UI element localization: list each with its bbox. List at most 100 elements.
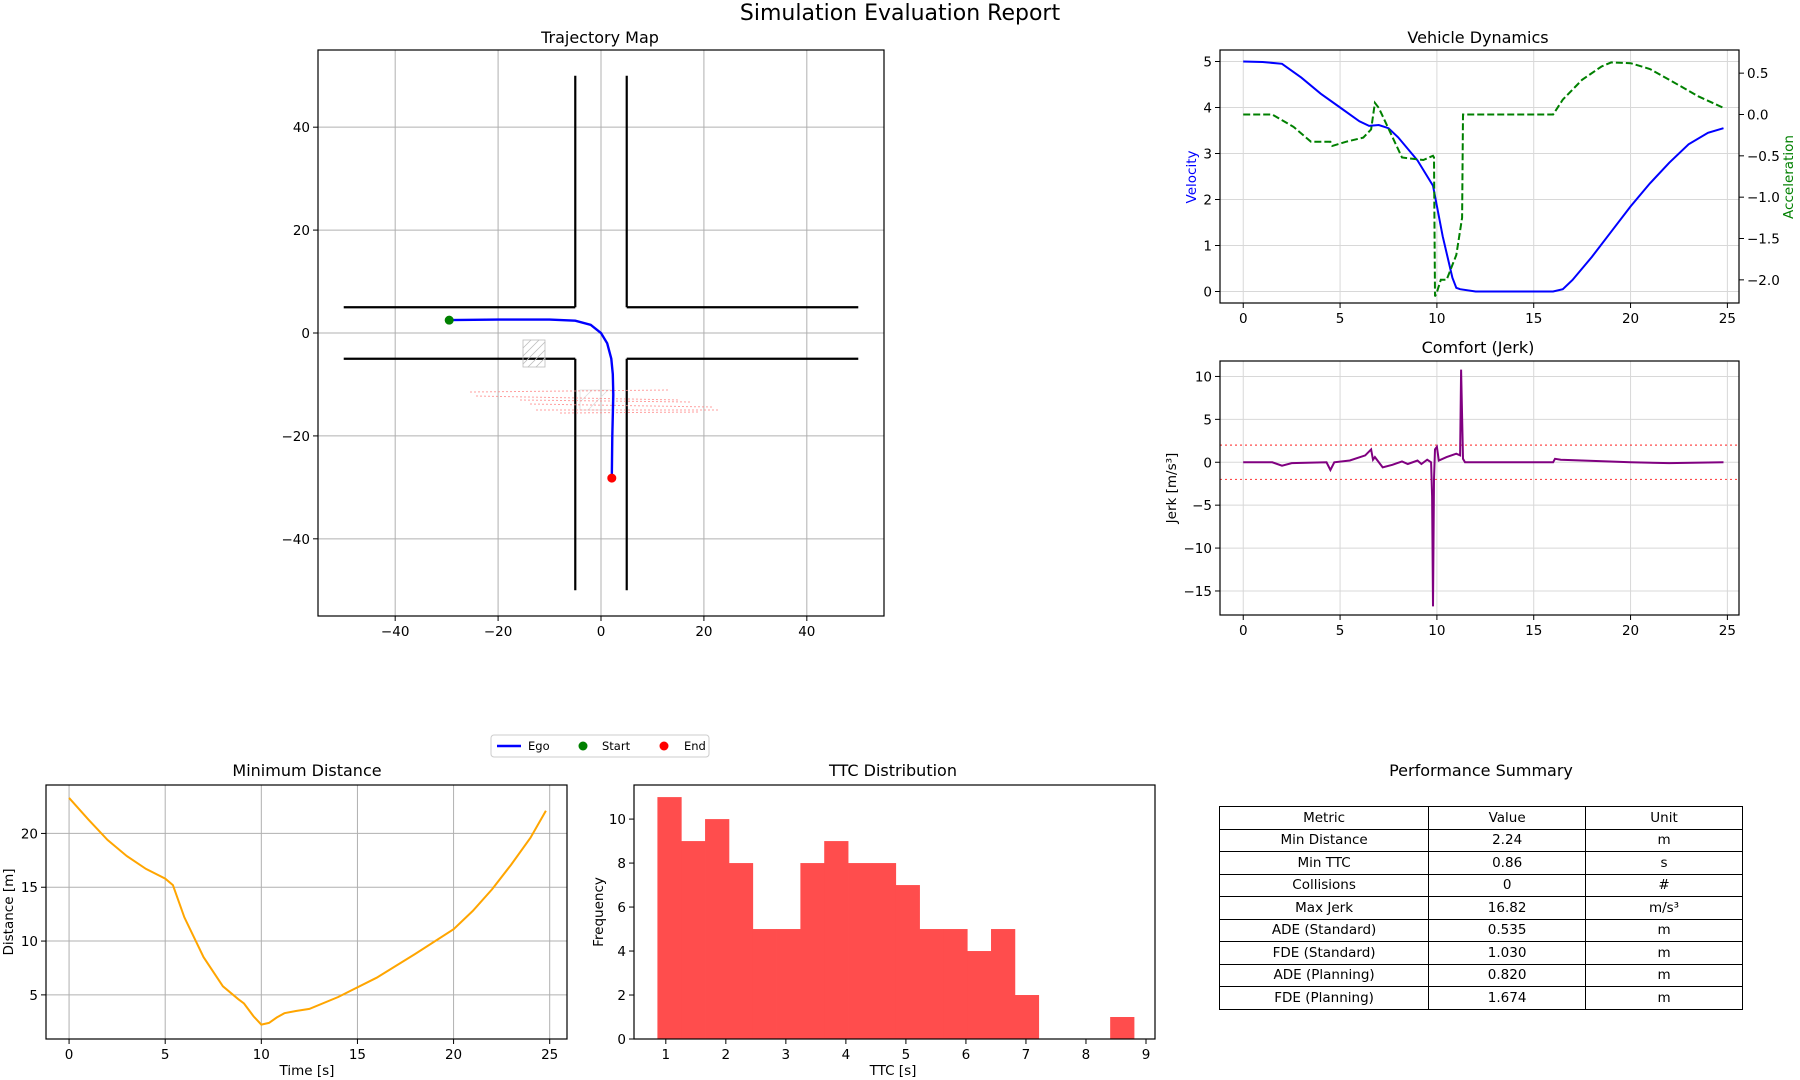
distance-x-label: Time [s] <box>279 1063 335 1079</box>
ttc-bar <box>967 951 992 1039</box>
ttc-histogram-bars <box>657 797 1135 1039</box>
ttc-x-tick-label: 8 <box>1082 1047 1091 1063</box>
end-marker <box>607 473 617 483</box>
trajectory-y-tick-label: 0 <box>301 326 310 342</box>
table-cell: m <box>1585 828 1743 852</box>
distance-y-tick-label: 5 <box>29 988 38 1004</box>
ttc-ticks: 1 2 3 4 5 6 7 8 9 0 2 4 6 8 10 <box>609 812 1150 1063</box>
table-cell: FDE (Standard) <box>1218 941 1430 965</box>
table-cell: m <box>1585 963 1743 987</box>
ttc-y-tick-label: 8 <box>617 856 626 872</box>
distance-line <box>68 797 547 1026</box>
jerk-y-tick-label: 10 <box>1195 369 1212 385</box>
ttc-bar <box>657 797 682 1039</box>
crosswalk-hatch <box>522 339 613 411</box>
jerk-x-tick-label: 20 <box>1622 623 1639 639</box>
distance-y-tick-label: 20 <box>21 826 38 842</box>
ttc-x-tick-label: 2 <box>722 1047 731 1063</box>
acceleration-y-tick-label: 0.5 <box>1747 66 1768 82</box>
table-cell: 1.030 <box>1428 941 1587 965</box>
jerk-y-tick-label: −10 <box>1184 541 1213 557</box>
vehicle-dynamics-ticks: 0 5 10 15 20 25 0 1 2 3 4 5 0.5 0.0 −0.5 −1.0 −1.5 −2.0 <box>1203 55 1779 328</box>
legend-ego-label: Ego <box>528 739 550 753</box>
table-row: ADE (Planning) 0.820 m <box>1218 963 1743 987</box>
trajectory-map-axes: Trajectory Map −40 −20 0 20 40 −40 −20 0 20 40 <box>282 28 885 640</box>
trajectory-grid <box>318 50 884 616</box>
distance-y-tick-label: 10 <box>21 934 38 950</box>
jerk-line <box>1243 369 1724 607</box>
legend-box <box>490 734 710 758</box>
vehicle-dynamics-x-tick-label: 5 <box>1336 311 1345 327</box>
ttc-x-tick-label: 7 <box>1022 1047 1031 1063</box>
distance-x-tick-label: 5 <box>161 1047 170 1063</box>
ttc-x-tick-label: 6 <box>962 1047 971 1063</box>
ttc-bar <box>776 929 801 1039</box>
table-row: Max Jerk 16.82 m/s³ <box>1218 896 1743 920</box>
jerk-grid <box>1220 361 1739 615</box>
table-cell: Collisions <box>1218 873 1430 897</box>
ttc-bar <box>1014 995 1040 1039</box>
minimum-distance-frame <box>45 784 568 1040</box>
velocity-y-tick-label: 2 <box>1203 193 1212 209</box>
distance-x-tick-label: 10 <box>253 1047 270 1063</box>
minimum-distance-title: Minimum Distance <box>232 761 381 780</box>
trajectory-x-tick-label: −40 <box>381 624 410 640</box>
table-header-unit: Unit <box>1585 806 1743 830</box>
ttc-bar <box>848 863 873 1039</box>
table-cell: 0.86 <box>1428 851 1587 875</box>
ttc-y-tick-label: 2 <box>617 988 626 1004</box>
jerk-y-tick-label: 0 <box>1203 455 1212 471</box>
table-header-metric: Metric <box>1218 806 1430 830</box>
legend-end-marker <box>659 741 669 751</box>
table-cell: m <box>1585 941 1743 965</box>
vehicle-dynamics-title: Vehicle Dynamics <box>1407 28 1548 47</box>
trajectory-ticks: −40 −20 0 20 40 −40 −20 0 20 40 <box>282 120 816 640</box>
table-cell: FDE (Planning) <box>1218 986 1430 1010</box>
acceleration-y-tick-label: −2.0 <box>1747 273 1780 289</box>
distance-x-tick-label: 0 <box>65 1047 74 1063</box>
velocity-y-tick-label: 3 <box>1203 147 1212 163</box>
comfort-jerk-title: Comfort (Jerk) <box>1422 338 1535 357</box>
trajectory-map-title: Trajectory Map <box>540 28 659 47</box>
other-agents-traces <box>469 389 718 414</box>
table-row: FDE (Planning) 1.674 m <box>1218 986 1743 1010</box>
trajectory-x-tick-label: 40 <box>798 624 815 640</box>
ttc-y-tick-label: 0 <box>617 1032 626 1048</box>
ttc-x-tick-label: 5 <box>902 1047 911 1063</box>
jerk-ticks: 0 5 10 15 20 25 10 5 0 −5 −10 −15 <box>1184 369 1736 639</box>
vehicle-dynamics-x-tick-label: 20 <box>1622 311 1639 327</box>
table-row: Min Distance 2.24 m <box>1218 828 1743 852</box>
table-row: Collisions 0 # <box>1218 873 1743 897</box>
jerk-x-tick-label: 25 <box>1719 623 1736 639</box>
ttc-y-tick-label: 10 <box>609 812 626 828</box>
table-cell: 0.535 <box>1428 918 1587 942</box>
ttc-y-tick-label: 4 <box>617 944 626 960</box>
performance-summary-table: Metric Value Unit Min Distance 2.24 m Min … <box>1218 806 1743 1010</box>
velocity-y-tick-label: 1 <box>1203 239 1212 255</box>
trajectory-y-tick-label: −40 <box>282 532 311 548</box>
table-cell: 0 <box>1428 873 1587 897</box>
velocity-axis-label: Velocity <box>1184 151 1200 204</box>
table-row: FDE (Standard) 1.030 m <box>1218 941 1743 965</box>
vehicle-dynamics-frame <box>1219 49 1740 304</box>
jerk-x-tick-label: 10 <box>1428 623 1445 639</box>
legend-start-marker <box>578 741 588 751</box>
table-cell: Max Jerk <box>1218 896 1430 920</box>
vehicle-dynamics-x-tick-label: 15 <box>1525 311 1542 327</box>
table-cell: m/s³ <box>1585 896 1743 920</box>
acceleration-y-tick-label: 0.0 <box>1747 107 1768 123</box>
table-cell: 16.82 <box>1428 896 1587 920</box>
table-cell: # <box>1585 873 1743 897</box>
ttc-bar <box>752 929 777 1039</box>
trajectory-x-tick-label: −20 <box>484 624 513 640</box>
ttc-bar <box>943 929 968 1039</box>
acceleration-line <box>1243 61 1724 297</box>
ttc-distribution-axes: TTC Distribution 1 2 3 4 5 6 7 8 9 0 2 4 6 8 10 TTC [s… <box>591 761 1156 1079</box>
ttc-bar <box>800 863 825 1039</box>
ttc-bar <box>991 929 1016 1039</box>
ttc-x-tick-label: 1 <box>662 1047 671 1063</box>
vehicle-dynamics-x-tick-label: 25 <box>1719 311 1736 327</box>
acceleration-y-tick-label: −0.5 <box>1747 149 1780 165</box>
table-row: Min TTC 0.86 s <box>1218 851 1743 875</box>
ttc-x-label: TTC [s] <box>869 1063 917 1079</box>
